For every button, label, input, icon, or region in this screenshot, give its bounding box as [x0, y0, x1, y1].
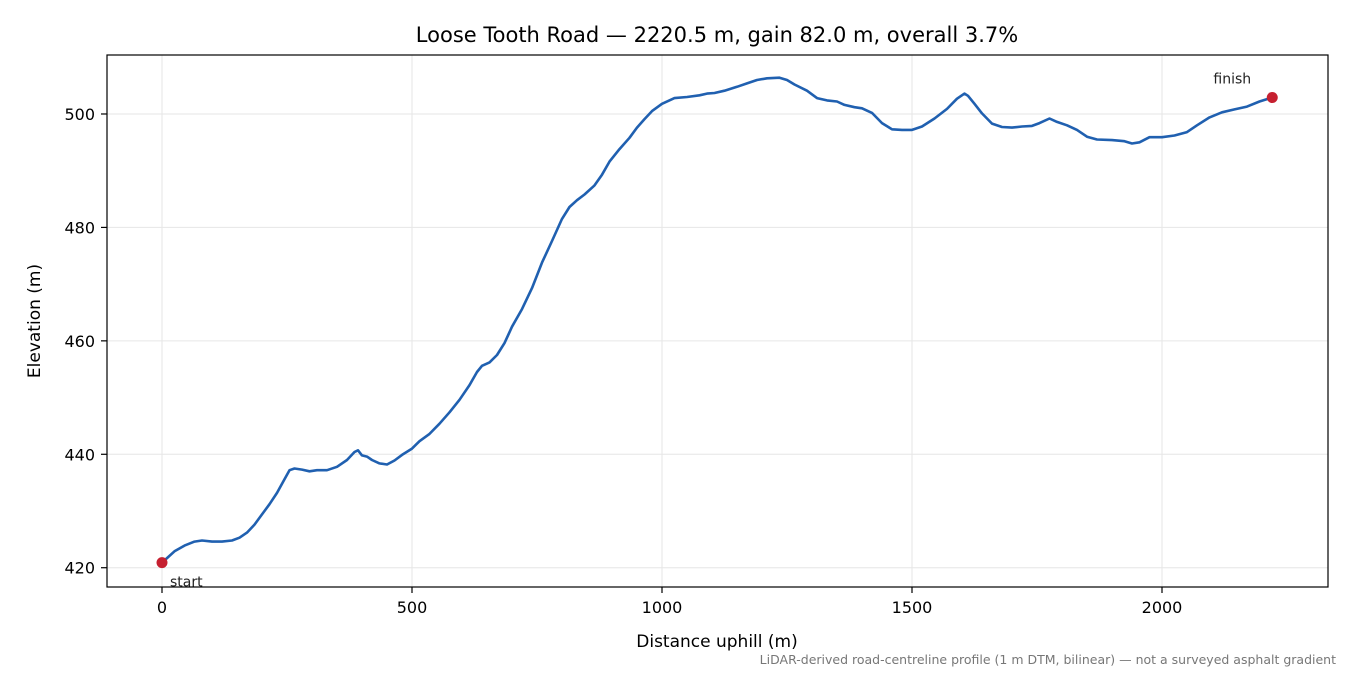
y-axis-label: Elevation (m): [25, 264, 45, 378]
y-tick-label: 500: [64, 105, 95, 124]
finish-marker: [1266, 92, 1278, 104]
chart-footnote: LiDAR-derived road-centreline profile (1…: [760, 652, 1336, 667]
x-tick-label: 1500: [892, 598, 933, 617]
start-annotation: start: [170, 575, 203, 591]
grid-lines: [107, 55, 1328, 587]
plot-area-frame: [106, 54, 1329, 588]
y-axis-ticks: 420 440 460 480 500: [64, 105, 107, 578]
x-axis-ticks: 0 500 1000 1500 2000: [157, 587, 1182, 617]
x-axis-label: Distance uphill (m): [636, 632, 797, 652]
x-tick-label: 2000: [1142, 598, 1183, 617]
finish-annotation: finish: [1213, 72, 1251, 88]
x-tick-label: 0: [157, 598, 167, 617]
elevation-profile-line: [160, 76, 1274, 564]
y-tick-label: 440: [64, 445, 95, 464]
chart-title: Loose Tooth Road — 2220.5 m, gain 82.0 m…: [416, 23, 1018, 47]
y-tick-label: 420: [64, 559, 95, 578]
y-tick-label: 460: [64, 332, 95, 351]
y-tick-label: 480: [64, 218, 95, 237]
x-tick-label: 1000: [642, 598, 683, 617]
x-tick-label: 500: [397, 598, 428, 617]
start-marker: [156, 557, 168, 569]
